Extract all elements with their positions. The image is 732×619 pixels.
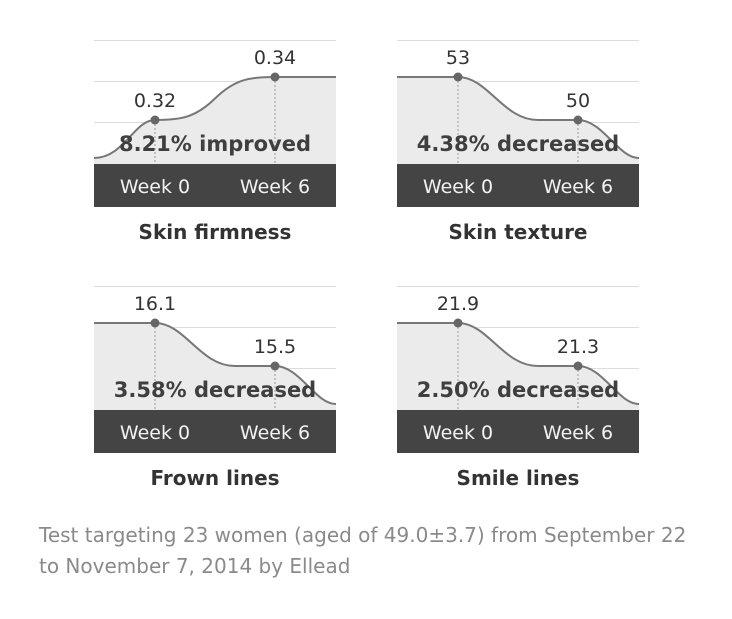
value-label-week6: 15.5: [253, 336, 297, 358]
tick-label-week0: Week 0: [422, 176, 494, 198]
change-annotation: 3.58% decreased: [113, 378, 317, 402]
data-point-week6: [270, 72, 280, 82]
tick-label-week0: Week 0: [119, 422, 191, 444]
chart-title: Skin texture: [448, 220, 588, 244]
tick-label-week6: Week 6: [239, 176, 311, 198]
value-label-week0: 21.9: [436, 293, 480, 315]
change-annotation: 2.50% decreased: [416, 378, 620, 402]
chart-svg-smile-lines: [397, 286, 640, 410]
data-point-week0: [453, 318, 463, 328]
change-annotation: 8.21% improved: [118, 132, 312, 156]
panel-frown-lines: 16.1 15.5 3.58% decreased Week 0 Week 6 …: [94, 286, 337, 490]
value-label-week6: 0.34: [253, 47, 297, 69]
tick-label-week6: Week 6: [239, 422, 311, 444]
chart-title: Frown lines: [150, 466, 280, 490]
data-point-week6: [573, 361, 583, 371]
tick-label-week6: Week 6: [542, 422, 614, 444]
week-axis-bar: [94, 410, 336, 453]
chart-svg-skin-texture: [397, 40, 640, 164]
series-line: [397, 76, 640, 159]
chart-title: Skin firmness: [138, 220, 292, 244]
panel-smile-lines: 21.9 21.3 2.50% decreased Week 0 Week 6 …: [397, 286, 640, 490]
data-point-week0: [453, 72, 463, 82]
value-label-week0: 0.32: [133, 90, 177, 112]
chart-svg-frown-lines: [94, 286, 337, 410]
panel-skin-texture: 53 50 4.38% decreased Week 0 Week 6 Skin…: [397, 40, 640, 244]
data-point-week6: [270, 361, 280, 371]
data-point-week0: [150, 318, 160, 328]
value-label-week0: 16.1: [133, 293, 177, 315]
tick-label-week0: Week 0: [119, 176, 191, 198]
value-label-week6: 21.3: [556, 336, 600, 358]
series-line: [397, 322, 640, 405]
chart-svg-skin-firmness: [93, 40, 336, 164]
value-label-week0: 53: [445, 47, 471, 69]
week-axis-bar: [397, 410, 639, 453]
panel-skin-firmness: 0.32 0.34 8.21% improved Week 0 Week 6 S…: [93, 40, 336, 244]
data-point-week0: [150, 115, 160, 125]
series-line: [94, 322, 337, 405]
footnote: Test targeting 23 women (aged of 49.0±3.…: [39, 523, 687, 578]
tick-label-week6: Week 6: [542, 176, 614, 198]
tick-label-week0: Week 0: [422, 422, 494, 444]
value-label-week6: 50: [565, 90, 591, 112]
chart-title: Smile lines: [456, 466, 580, 490]
change-annotation: 4.38% decreased: [416, 132, 620, 156]
data-point-week6: [573, 115, 583, 125]
week-axis-bar: [94, 164, 336, 207]
series-line: [93, 76, 336, 159]
week-axis-bar: [397, 164, 639, 207]
